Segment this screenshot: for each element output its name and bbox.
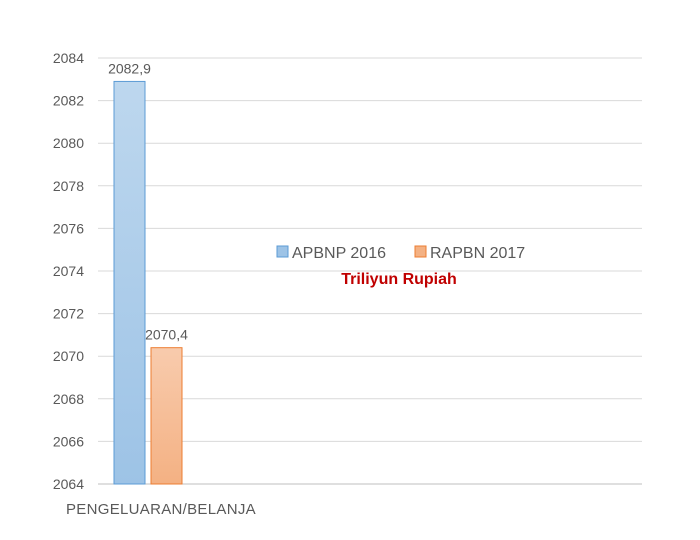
y-tick-label: 2070 [53, 348, 84, 364]
bar-rapbn-2017 [150, 347, 183, 485]
y-tick-label: 2066 [53, 433, 84, 449]
category-label: PENGELUARAN/BELANJA [66, 501, 256, 518]
y-tick-label: 2074 [53, 263, 84, 279]
legend-label-rapbn-2017: RAPBN 2017 [430, 245, 525, 262]
y-tick-label: 2082 [53, 93, 84, 109]
unit-annotation: Triliyun Rupiah [341, 271, 457, 288]
legend: APBNP 2016 RAPBN 2017 [276, 245, 525, 262]
legend-swatch-apbnp-2016 [276, 245, 289, 258]
x-axis-categories: PENGELUARAN/BELANJA [66, 501, 256, 518]
y-tick-label: 2076 [53, 220, 84, 236]
data-label-apbnp-2016: 2082,9 [108, 60, 151, 76]
y-tick-label: 2084 [53, 50, 84, 66]
legend-label-apbnp-2016: APBNP 2016 [292, 245, 386, 262]
y-tick-label: 2080 [53, 135, 84, 151]
y-tick-label: 2078 [53, 178, 84, 194]
y-tick-label: 2064 [53, 476, 84, 492]
legend-swatch-rapbn-2017 [414, 245, 427, 258]
data-labels: 2082,9 2070,4 [108, 60, 188, 342]
bar-apbnp-2016 [113, 80, 146, 485]
y-tick-label: 2072 [53, 306, 84, 322]
gridlines [98, 57, 642, 485]
data-label-rapbn-2017: 2070,4 [145, 327, 188, 343]
bars [113, 80, 183, 485]
y-axis-ticks: 2064 2066 2068 2070 2072 2074 2076 2078 2080 2082… [53, 50, 84, 492]
y-tick-label: 2068 [53, 391, 84, 407]
